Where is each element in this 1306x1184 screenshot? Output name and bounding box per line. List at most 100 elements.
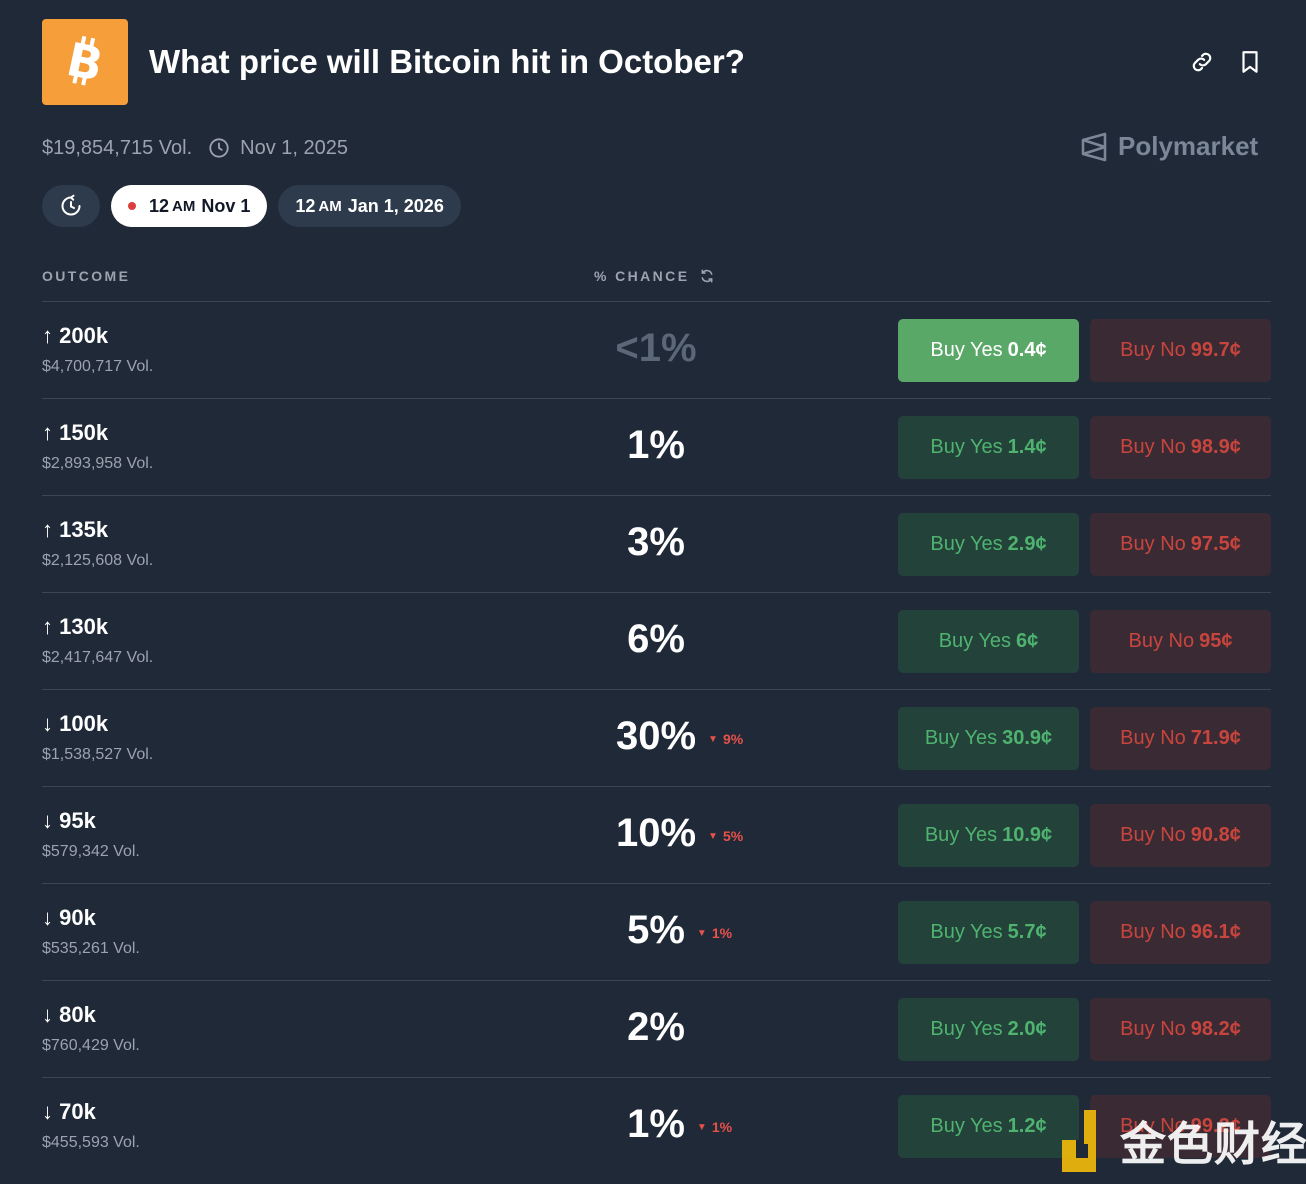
chance-value: <1%	[615, 326, 697, 370]
buy-no-label: Buy No	[1120, 436, 1186, 458]
chance-value: 10%	[615, 811, 697, 855]
chance-cell: 5% ▼ 1%	[42, 884, 1272, 981]
outcome-name: ↓ 80k	[42, 1002, 96, 1027]
buy-no-button[interactable]: Buy No 95¢	[1090, 610, 1271, 673]
chance-delta: ▼ 5%	[708, 828, 743, 844]
outcome-row[interactable]: ↓ 100k $1,538,527 Vol. 30% ▼ 9% Buy Yes 30.9¢ B…	[42, 689, 1271, 786]
chance-value: 5%	[627, 908, 685, 952]
chance-delta-value: 1%	[711, 925, 733, 941]
buy-no-button[interactable]: Buy No 98.9¢	[1090, 416, 1271, 479]
buy-yes-price: 6¢	[1016, 630, 1039, 652]
outcome-row[interactable]: ↓ 80k $760,429 Vol. 2% Buy Yes 2.0¢ Buy No 98.…	[42, 980, 1271, 1077]
outcome-column-header: OUTCOME	[42, 268, 130, 284]
history-button[interactable]	[42, 185, 100, 227]
buy-yes-label: Buy Yes	[930, 339, 1003, 361]
chip-jan-1-2026[interactable]: 12 AM Jan 1, 2026	[278, 185, 461, 227]
down-triangle-icon: ▼	[696, 927, 707, 939]
chip-ampm: AM	[172, 197, 196, 215]
buy-yes-label: Buy Yes	[930, 1115, 1003, 1137]
chip-date: Jan 1, 2026	[347, 195, 444, 216]
chance-delta-value: 5%	[722, 828, 744, 844]
buy-yes-price: 5.7¢	[1007, 921, 1047, 943]
clock-icon	[209, 138, 229, 158]
outcome-row[interactable]: ↑ 135k $2,125,608 Vol. 3% Buy Yes 2.9¢ Buy No…	[42, 495, 1271, 592]
chip-nov-1[interactable]: 12 AM Nov 1	[111, 185, 268, 227]
watermark-logo-icon	[1062, 1110, 1110, 1172]
chance-header-label: % CHANCE	[594, 268, 690, 284]
buy-yes-button[interactable]: Buy Yes 1.4¢	[898, 416, 1079, 479]
buy-no-label: Buy No	[1120, 727, 1186, 749]
market-header: B What price will Bitcoin hit in October…	[42, 19, 1272, 105]
buy-no-label: Buy No	[1120, 1018, 1186, 1040]
outcome-volume: $4,700,717 Vol.	[42, 358, 154, 375]
down-triangle-icon: ▼	[696, 1121, 707, 1133]
bookmark-button[interactable]	[1237, 49, 1263, 75]
chance-cell: 30% ▼ 9%	[42, 690, 1272, 787]
buy-no-label: Buy No	[1120, 1115, 1186, 1137]
chip-ampm: AM	[318, 197, 342, 215]
outcome-row[interactable]: ↓ 70k $455,593 Vol. 1% ▼ 1% Buy Yes 1.2¢ Buy No…	[42, 1077, 1271, 1174]
chance-cell: 2%	[42, 981, 1272, 1078]
page-title: What price will Bitcoin hit in October?	[149, 43, 745, 80]
refresh-icon[interactable]	[699, 268, 715, 284]
outcome-volume: $760,429 Vol.	[42, 1037, 140, 1054]
down-triangle-icon: ▼	[708, 733, 718, 745]
buy-no-price: 99.7¢	[1190, 339, 1241, 361]
buy-no-price: 96.1¢	[1190, 921, 1241, 943]
chance-cell: 10% ▼ 5%	[42, 787, 1272, 884]
buy-no-button[interactable]: Buy No 97.5¢	[1090, 513, 1271, 576]
copy-link-button[interactable]	[1189, 49, 1215, 75]
buy-no-label: Buy No	[1120, 921, 1186, 943]
buy-no-price: 99.2¢	[1190, 1115, 1241, 1137]
outcome-name: ↓ 90k	[42, 905, 96, 930]
chance-value: 1%	[627, 1102, 685, 1146]
polymarket-logo-icon	[1081, 132, 1107, 161]
chance-delta-value: 9%	[722, 731, 744, 747]
outcome-row[interactable]: ↑ 200k $4,700,717 Vol. <1% Buy Yes 0.4¢ Buy N…	[42, 301, 1271, 398]
buy-no-label: Buy No	[1128, 630, 1195, 652]
chance-delta: ▼ 1%	[697, 925, 732, 941]
buy-yes-button[interactable]: Buy Yes 2.9¢	[898, 513, 1079, 576]
buy-yes-price: 1.2¢	[1007, 1115, 1047, 1137]
buy-yes-price: 0.4¢	[1007, 339, 1047, 361]
watermark-text: 金色财经	[1120, 1117, 1306, 1171]
chance-value: 30%	[615, 714, 697, 758]
chance-delta: ▼ 1%	[697, 1119, 732, 1135]
buy-yes-button[interactable]: Buy Yes 2.0¢	[898, 998, 1079, 1061]
buy-no-button[interactable]: Buy No 96.1¢	[1090, 901, 1271, 964]
outcome-volume: $2,893,958 Vol.	[42, 455, 154, 472]
buy-yes-button[interactable]: Buy Yes 6¢	[898, 610, 1079, 673]
buy-yes-price: 30.9¢	[1002, 727, 1053, 749]
buy-no-button[interactable]: Buy No 98.2¢	[1090, 998, 1271, 1061]
outcome-name: ↑ 200k	[42, 323, 109, 348]
buy-no-price: 95¢	[1199, 630, 1233, 652]
buy-yes-label: Buy Yes	[930, 436, 1003, 458]
live-dot-icon	[128, 202, 136, 210]
outcome-row[interactable]: ↑ 150k $2,893,958 Vol. 1% Buy Yes 1.4¢ Buy No…	[42, 398, 1271, 495]
buy-yes-button[interactable]: Buy Yes 5.7¢	[898, 901, 1079, 964]
buy-no-label: Buy No	[1120, 824, 1186, 846]
buy-no-button[interactable]: Buy No 99.7¢	[1090, 319, 1271, 382]
buy-no-button[interactable]: Buy No 71.9¢	[1090, 707, 1271, 770]
buy-yes-price: 2.9¢	[1007, 533, 1047, 555]
chip-time: 12	[295, 195, 316, 216]
buy-yes-label: Buy Yes	[930, 921, 1003, 943]
buy-yes-button[interactable]: Buy Yes 30.9¢	[898, 707, 1079, 770]
buy-yes-button[interactable]: Buy Yes 10.9¢	[898, 804, 1079, 867]
outcome-name: ↓ 100k	[42, 711, 109, 736]
polymarket-brand[interactable]: Polymarket	[1080, 131, 1258, 162]
buy-no-button[interactable]: Buy No 90.8¢	[1090, 804, 1271, 867]
chip-date: Nov 1	[201, 195, 251, 216]
outcome-row[interactable]: ↓ 95k $579,342 Vol. 10% ▼ 5% Buy Yes 10.9¢ Buy …	[42, 786, 1271, 883]
date-chips: 12 AM Nov 1 12 AM Jan 1, 2026	[42, 185, 461, 227]
buy-yes-button[interactable]: Buy Yes 1.2¢	[898, 1095, 1079, 1158]
chance-cell: 6%	[42, 593, 1272, 690]
down-triangle-icon: ▼	[708, 830, 718, 842]
buy-yes-label: Buy Yes	[938, 630, 1012, 652]
outcome-row[interactable]: ↑ 130k $2,417,647 Vol. 6% Buy Yes 6¢ Buy No 95…	[42, 592, 1271, 689]
chance-column-header: % CHANCE	[594, 268, 715, 284]
buy-yes-button[interactable]: Buy Yes 0.4¢	[898, 319, 1079, 382]
buy-no-button[interactable]: Buy No 99.2¢	[1090, 1095, 1271, 1158]
outcome-row[interactable]: ↓ 90k $535,261 Vol. 5% ▼ 1% Buy Yes 5.7¢ Buy No…	[42, 883, 1271, 980]
outcome-name: ↓ 95k	[42, 808, 96, 833]
